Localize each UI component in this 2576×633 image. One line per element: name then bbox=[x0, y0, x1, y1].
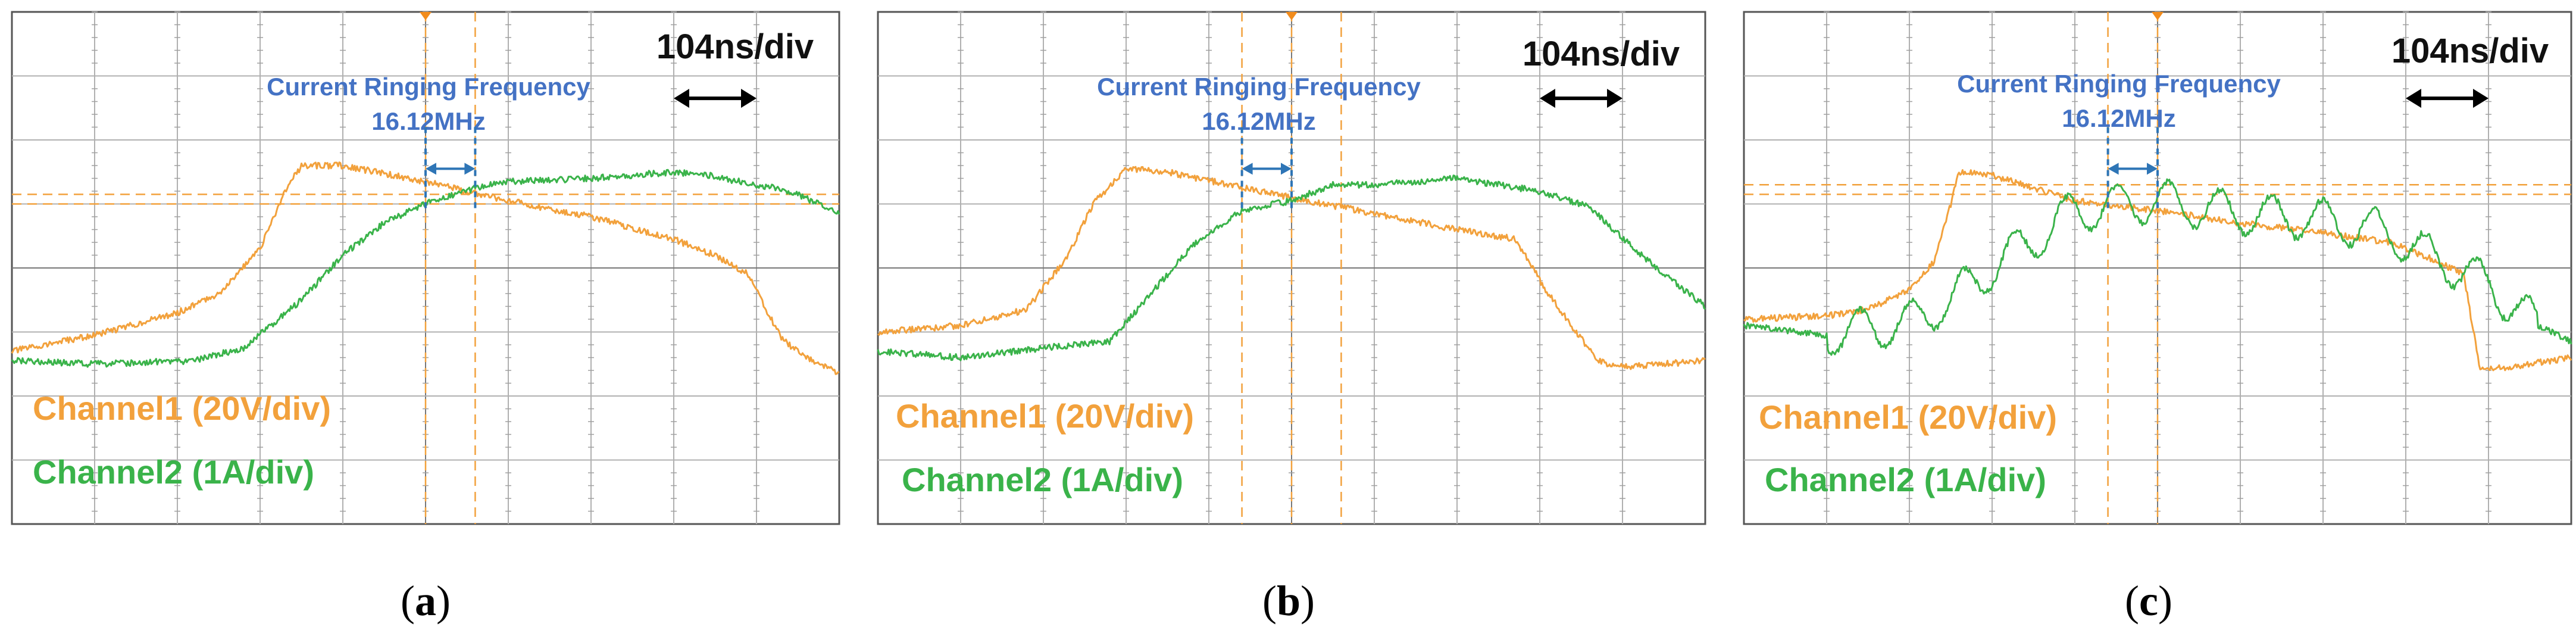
cursor-lines bbox=[12, 12, 839, 524]
legend-channel2: Channel2 (1A/div) bbox=[33, 453, 314, 491]
panel-a: Current Ringing Frequency 16.12MHz 104ns… bbox=[11, 11, 840, 625]
panel-caption-letter: a bbox=[415, 577, 436, 625]
panel-b: Current Ringing Frequency 16.12MHz 104ns… bbox=[877, 11, 1706, 625]
panel-caption: (c) bbox=[2125, 577, 2172, 625]
time-arrow-head-left bbox=[2406, 89, 2421, 108]
legend-channel1: Channel1 (20V/div) bbox=[896, 397, 1194, 435]
ringing-annotation: Current Ringing Frequency 16.12MHz 104ns… bbox=[1097, 35, 1680, 211]
ringing-title: Current Ringing Frequency bbox=[1957, 70, 2281, 98]
ringing-arrow-head-right bbox=[2147, 163, 2158, 175]
time-scale-label: 104ns/div bbox=[1523, 35, 1680, 73]
panel-caption: (b) bbox=[1262, 577, 1315, 625]
cursor-lines bbox=[1241, 12, 1342, 524]
time-arrow-head-right bbox=[741, 89, 756, 108]
ringing-arrow-head-right bbox=[1281, 163, 1292, 175]
ringing-frequency: 16.12MHz bbox=[1202, 107, 1315, 135]
ringing-arrow-head-right bbox=[464, 163, 476, 175]
time-arrow-head-right bbox=[1607, 89, 1622, 108]
ringing-period-arrow bbox=[2106, 127, 2159, 211]
ringing-annotation: Current Ringing Frequency 16.12MHz 104ns… bbox=[267, 27, 814, 211]
panel-caption: (a) bbox=[401, 577, 451, 625]
time-div-arrow bbox=[1540, 89, 1622, 108]
ringing-arrow-head-left bbox=[2108, 163, 2119, 175]
panel-caption-letter: b bbox=[1277, 577, 1300, 625]
trigger-marker bbox=[1286, 12, 1298, 20]
channel1-trace bbox=[1743, 169, 2572, 372]
time-scale-label: 104ns/div bbox=[2391, 32, 2549, 70]
ringing-period-arrow bbox=[1240, 127, 1293, 211]
time-arrow-head-right bbox=[2473, 89, 2489, 108]
legend-channel1: Channel1 (20V/div) bbox=[33, 389, 331, 427]
cursor-lines bbox=[1744, 12, 2571, 524]
trigger-marker bbox=[420, 12, 432, 20]
legend-channel2: Channel2 (1A/div) bbox=[902, 461, 1183, 498]
time-div-arrow bbox=[2406, 89, 2489, 108]
ringing-title: Current Ringing Frequency bbox=[1097, 73, 1421, 101]
ringing-period-arrow bbox=[424, 127, 477, 211]
panel-c: Current Ringing Frequency 16.12MHz 104ns… bbox=[1743, 11, 2572, 625]
legend-channel2: Channel2 (1A/div) bbox=[1765, 461, 2046, 498]
ringing-arrow-head-left bbox=[426, 163, 436, 175]
time-arrow-head-left bbox=[674, 89, 689, 108]
ringing-frequency: 16.12MHz bbox=[371, 107, 485, 135]
trigger-marker bbox=[2152, 12, 2164, 20]
ringing-annotation: Current Ringing Frequency 16.12MHz 104ns… bbox=[1957, 32, 2549, 211]
time-scale-label: 104ns/div bbox=[656, 27, 814, 66]
ringing-arrow-head-left bbox=[1242, 163, 1253, 175]
ringing-title: Current Ringing Frequency bbox=[267, 73, 590, 101]
time-div-arrow bbox=[674, 89, 756, 108]
panel-caption-letter: c bbox=[2139, 577, 2158, 625]
legend-channel1: Channel1 (20V/div) bbox=[1759, 398, 2057, 436]
time-arrow-head-left bbox=[1540, 89, 1555, 108]
